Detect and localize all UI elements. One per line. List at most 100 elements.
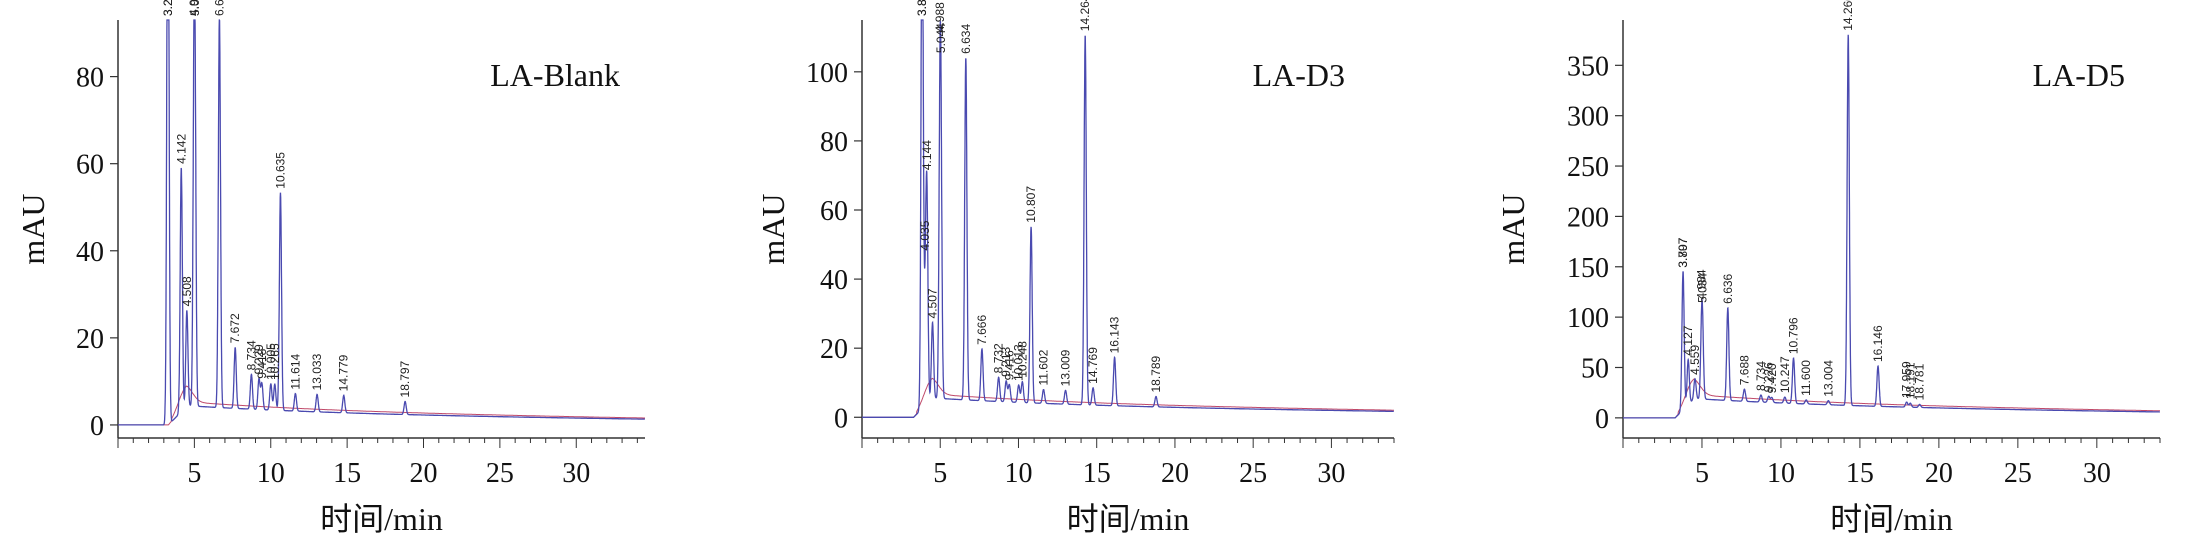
- chromatogram-trace: [1623, 34, 2160, 419]
- peak-label: 10.248: [1015, 341, 1029, 378]
- peak-label: 8.732: [992, 343, 1006, 373]
- chromatogram-trace: [118, 19, 645, 426]
- peak-label: 10.635: [273, 152, 287, 189]
- y-tick-label: 20: [76, 324, 104, 355]
- peak-label: 3.844: [915, 0, 929, 16]
- x-tick-label: 20: [410, 458, 438, 489]
- peak-label: 13.033: [310, 353, 324, 390]
- chromatogram-la-blank: 0 20 40 60 80 5 10 15 20 25 30 时间/min mAU LA-Blank 3.2…: [15, 0, 645, 537]
- y-tick-label: 150: [1567, 253, 1609, 284]
- peak-label: 11.614: [288, 353, 302, 389]
- x-axis-title: 时间/min: [1830, 501, 1953, 537]
- peak-label: 6.634: [959, 24, 973, 54]
- panel-title: LA-D5: [2033, 57, 2125, 93]
- baseline-trace: [1623, 378, 2160, 419]
- peak-label: 4.985: [187, 0, 201, 16]
- y-tick-label: 300: [1567, 102, 1609, 133]
- peak-label: 14.779: [337, 354, 351, 391]
- peak-label: 4.144: [920, 140, 934, 170]
- peak-label: 13.009: [1059, 349, 1073, 386]
- x-tick-label: 15: [333, 458, 361, 489]
- peak-label: 3.846: [915, 0, 929, 16]
- peak-label: 16.143: [1108, 316, 1122, 353]
- peak-label: 10.796: [1787, 317, 1801, 354]
- peak-label: 13.004: [1821, 360, 1835, 397]
- peak-label: 6.636: [1721, 273, 1735, 303]
- x-tick-label: 30: [562, 458, 590, 489]
- peak-label: 9.229: [252, 344, 266, 374]
- peak-label: 8.734: [244, 340, 258, 370]
- y-tick-label: 60: [76, 150, 104, 181]
- y-axis-title: mAU: [1495, 193, 1531, 264]
- baseline-trace: [862, 377, 1394, 418]
- y-tick-label: 200: [1567, 202, 1609, 233]
- x-tick-label: 25: [1239, 458, 1267, 489]
- peak-label: 4.984: [1695, 269, 1709, 299]
- y-tick-label: 0: [1595, 404, 1609, 435]
- y-tick-label: 0: [834, 403, 848, 434]
- peak-label: 10.013: [1012, 344, 1026, 381]
- y-tick-label: 80: [76, 63, 104, 94]
- peak-label: 10.247: [1778, 356, 1792, 393]
- peak-label: 9.416: [1002, 350, 1016, 380]
- x-tick-label: 5: [1695, 458, 1709, 489]
- x-axis-title: 时间/min: [320, 501, 443, 537]
- y-tick-label: 100: [806, 58, 848, 89]
- x-tick-label: 10: [1004, 458, 1032, 489]
- peak-label: 5.042: [188, 0, 202, 16]
- peak-label: 18.191: [1903, 362, 1917, 399]
- peak-label: 6.639: [212, 0, 226, 16]
- x-tick-label: 20: [1925, 458, 1953, 489]
- peak-label: 8.734: [1754, 361, 1768, 391]
- peak-label: 4.127: [1681, 325, 1695, 355]
- x-tick-label: 30: [1317, 458, 1345, 489]
- x-axis-title: 时间/min: [1067, 501, 1190, 537]
- peak-label: 18.789: [1149, 355, 1163, 392]
- peak-label: 4.508: [180, 276, 194, 306]
- peak-label: 11.600: [1799, 360, 1813, 396]
- x-tick-label: 15: [1083, 458, 1111, 489]
- peak-label: 11.602: [1037, 349, 1051, 385]
- peak-label: 10.265: [268, 343, 282, 380]
- peak-label: 3.264: [161, 0, 175, 16]
- peak-label: 7.688: [1737, 355, 1751, 385]
- peak-label: 18.781: [1913, 363, 1927, 400]
- chromatogram-la-d3: 0 20 40 60 80 100 5 10 15 20 25 30 时间/min mAU LA-D3 3.8…: [755, 0, 1395, 537]
- peak-label: 18.797: [398, 360, 412, 397]
- peak-label: 4.988: [933, 2, 947, 32]
- chromatogram-trace: [862, 19, 1394, 418]
- panel-title: LA-D3: [1253, 57, 1345, 93]
- y-tick-label: 20: [820, 334, 848, 365]
- peak-label: 4.507: [926, 288, 940, 318]
- peak-label: 4.142: [174, 134, 188, 164]
- x-tick-label: 10: [1767, 458, 1795, 489]
- baseline-trace: [118, 385, 645, 426]
- panel-title: LA-Blank: [490, 57, 620, 93]
- x-tick-label: 20: [1161, 458, 1189, 489]
- y-tick-label: 40: [820, 265, 848, 296]
- peak-label: 16.146: [1871, 325, 1885, 362]
- x-tick-label: 30: [2083, 458, 2111, 489]
- peak-label: 10.005: [264, 343, 278, 380]
- peak-label: 9.420: [1765, 363, 1779, 393]
- x-tick-label: 25: [2004, 458, 2032, 489]
- y-tick-label: 250: [1567, 152, 1609, 183]
- peak-label: 9.418: [255, 348, 269, 378]
- peak-label: 7.672: [228, 313, 242, 343]
- peak-label: 3.274: [161, 0, 175, 16]
- peak-label: 14.260: [1841, 0, 1855, 31]
- chromatogram-panel-la-d5: 0 50 100 150 200 250 300 350 5 10 15 20 25 30 时间/min mA…: [1480, 0, 2186, 549]
- peak-label: 5.044: [934, 23, 948, 53]
- y-axis-title: mAU: [755, 193, 791, 264]
- x-tick-label: 5: [933, 458, 947, 489]
- peak-label: 14.264: [1078, 0, 1092, 31]
- y-tick-label: 80: [820, 127, 848, 158]
- y-tick-label: 50: [1581, 353, 1609, 384]
- peak-label: 5.034: [1696, 273, 1710, 303]
- chromatogram-panel-la-d3: 0 20 40 60 80 100 5 10 15 20 25 30 时间/min mAU LA-D3 3.8…: [740, 0, 1440, 549]
- peak-label: 17.959: [1900, 361, 1914, 398]
- y-tick-label: 100: [1567, 303, 1609, 334]
- peak-label: 9.213: [999, 346, 1013, 376]
- peak-label: 14.769: [1086, 347, 1100, 384]
- peak-label: 3.807: [1676, 237, 1690, 267]
